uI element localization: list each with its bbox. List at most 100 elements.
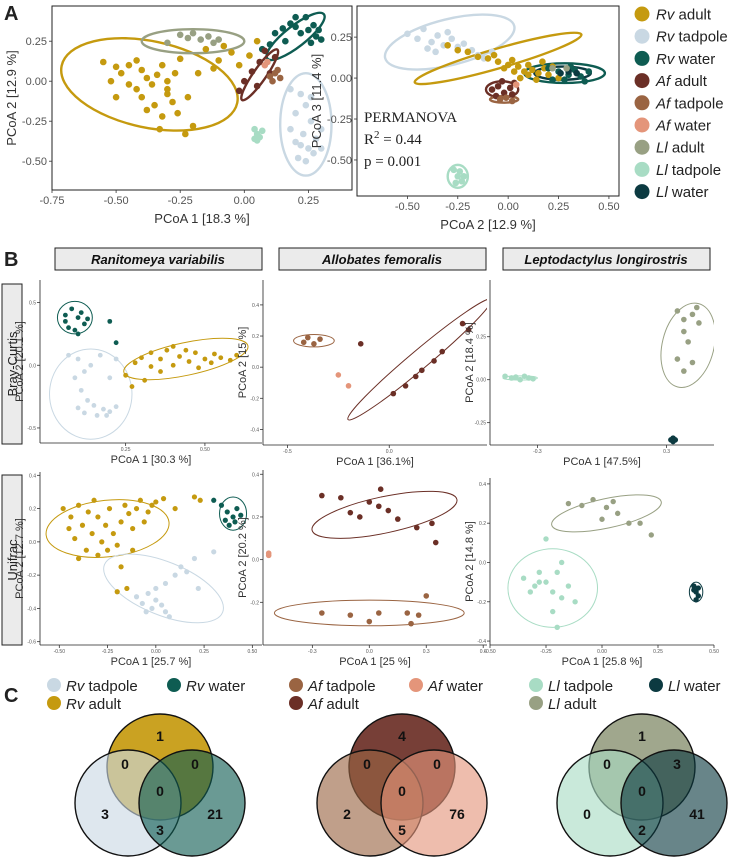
point-rv-adult: [484, 55, 492, 62]
x-axis-label: PCoA 1 [18.3 %]: [154, 211, 249, 226]
point-af-tadpole: [366, 618, 373, 625]
legend-item: Ll tadpole: [656, 162, 721, 179]
y-axis-label: PCoA 2 [20.1 %]: [14, 321, 26, 402]
point-rv-water: [226, 522, 232, 528]
point-rv-adult: [191, 494, 198, 500]
point-ll-tadpole: [536, 569, 542, 576]
point-rv-adult: [99, 539, 105, 545]
point-ll-tadpole: [508, 375, 515, 381]
ellipse-rv-tadpole: [383, 13, 516, 71]
point-rv-water: [238, 512, 244, 518]
point-rv-adult: [510, 68, 518, 75]
pcoa-ll-bray-plot: -0.3 0.3 -0.25 0.00 0.25 PCoA 1 [47.5%] PCoA 2…: [464, 280, 714, 468]
species-title-rv: Ranitomeya variabilis: [54, 247, 263, 271]
point-rv-adult: [158, 61, 166, 69]
point-af-tadpole: [375, 610, 382, 616]
point-rv-adult: [151, 101, 158, 109]
point-af-tadpole: [415, 612, 422, 618]
y-tick-label: 0.00: [26, 76, 47, 88]
point-rv-adult: [253, 37, 261, 45]
point-rv-adult: [89, 530, 95, 537]
x-axis-label: PCoA 1 [25.7 %]: [111, 656, 192, 668]
point-rv-adult: [91, 497, 97, 503]
point-rv-adult: [138, 66, 146, 74]
point-af-adult: [347, 509, 354, 516]
legend-item-stage: water: [670, 118, 711, 135]
y-tick-label: 0.4: [252, 303, 259, 309]
legend-item: Af water: [655, 118, 711, 135]
y-axis-label: PCoA 2 [18.4 %]: [464, 322, 476, 403]
point-rv-tadpole: [307, 93, 315, 101]
y-axis-label: PCoA 2 [12.7 %]: [14, 518, 26, 599]
point-ll-tadpole: [502, 373, 508, 380]
venn-legend-item: Rv tadpole: [66, 678, 138, 695]
y-tick-label: 0.25: [26, 36, 47, 48]
point-rv-adult: [117, 69, 125, 77]
venn-legend-swatch: [47, 678, 61, 692]
point-rv-tadpole: [307, 117, 315, 125]
point-rv-tadpole: [153, 585, 159, 592]
y-axis-label: PCoA 2 [12.9 %]: [4, 50, 19, 145]
point-rv-adult: [164, 85, 171, 93]
y-tick-label: 0.5: [29, 301, 36, 307]
point-rv-tadpole: [434, 32, 441, 39]
y-tick-label: -0.50: [327, 155, 352, 167]
point-rv-water: [107, 318, 113, 324]
point-rv-tadpole: [317, 145, 325, 152]
venn-legend-swatch: [649, 678, 663, 692]
point-af-adult: [253, 82, 261, 90]
point-rv-adult: [118, 564, 124, 570]
point-rv-adult: [138, 93, 146, 101]
point-rv-adult: [202, 45, 210, 53]
ellipse-af-adult: [347, 298, 487, 421]
point-rv-adult: [193, 350, 198, 356]
permanova-title: PERMANOVA: [364, 110, 457, 126]
legend-item-stage: tadpole: [668, 162, 721, 179]
point-rv-adult: [72, 535, 78, 542]
point-rv-adult: [176, 55, 184, 63]
legend-item: Ll water: [656, 184, 709, 201]
point-rv-adult: [148, 364, 154, 369]
point-ll-tadpole: [558, 595, 565, 601]
point-rv-water: [69, 306, 75, 312]
y-tick-label: 0.00: [476, 378, 486, 384]
point-af-adult: [256, 58, 263, 66]
point-rv-adult: [218, 355, 224, 361]
point-ll-tadpole: [572, 599, 578, 605]
point-rv-water: [222, 517, 228, 523]
legend-item-stage: tadpole: [674, 29, 727, 46]
r2-symbol: R: [364, 132, 374, 148]
point-rv-tadpole: [94, 413, 100, 418]
venn-circle-right: [380, 749, 488, 857]
legend-swatch: [634, 6, 650, 22]
venn-legend-swatch: [409, 678, 423, 692]
point-rv-adult: [125, 81, 133, 88]
legend-item-species: Af: [655, 118, 672, 135]
legend-swatch: [634, 184, 650, 200]
point-ll-tadpole: [258, 127, 266, 135]
venn-legend-item-species: Rv: [66, 678, 86, 695]
point-rv-adult: [174, 109, 181, 117]
point-rv-tadpole: [299, 130, 307, 138]
y-tick-label: 0.4: [479, 482, 486, 488]
y-tick-label: 0.0: [479, 560, 486, 566]
venn-legend-item: Ll adult: [548, 696, 597, 713]
point-ll-adult: [689, 311, 696, 318]
point-rv-water: [310, 21, 317, 29]
point-af-water: [265, 550, 272, 557]
point-rv-tadpole: [305, 145, 312, 152]
venn-count-top-only: 1: [638, 728, 646, 744]
point-rv-adult: [194, 69, 202, 77]
x-tick-label: 0.25: [548, 201, 569, 213]
y-tick-label: 0.4: [252, 472, 259, 478]
ellipse-rv-water: [56, 300, 93, 335]
venn-circle-right: [138, 749, 246, 857]
y-tick-label: 0.25: [476, 335, 486, 341]
point-af-adult: [390, 390, 397, 397]
venn-legend-item: Rv adult: [66, 696, 122, 713]
point-rv-tadpole: [428, 38, 435, 46]
x-tick-label: -0.50: [54, 649, 66, 655]
point-ll-tadpole: [554, 624, 560, 631]
